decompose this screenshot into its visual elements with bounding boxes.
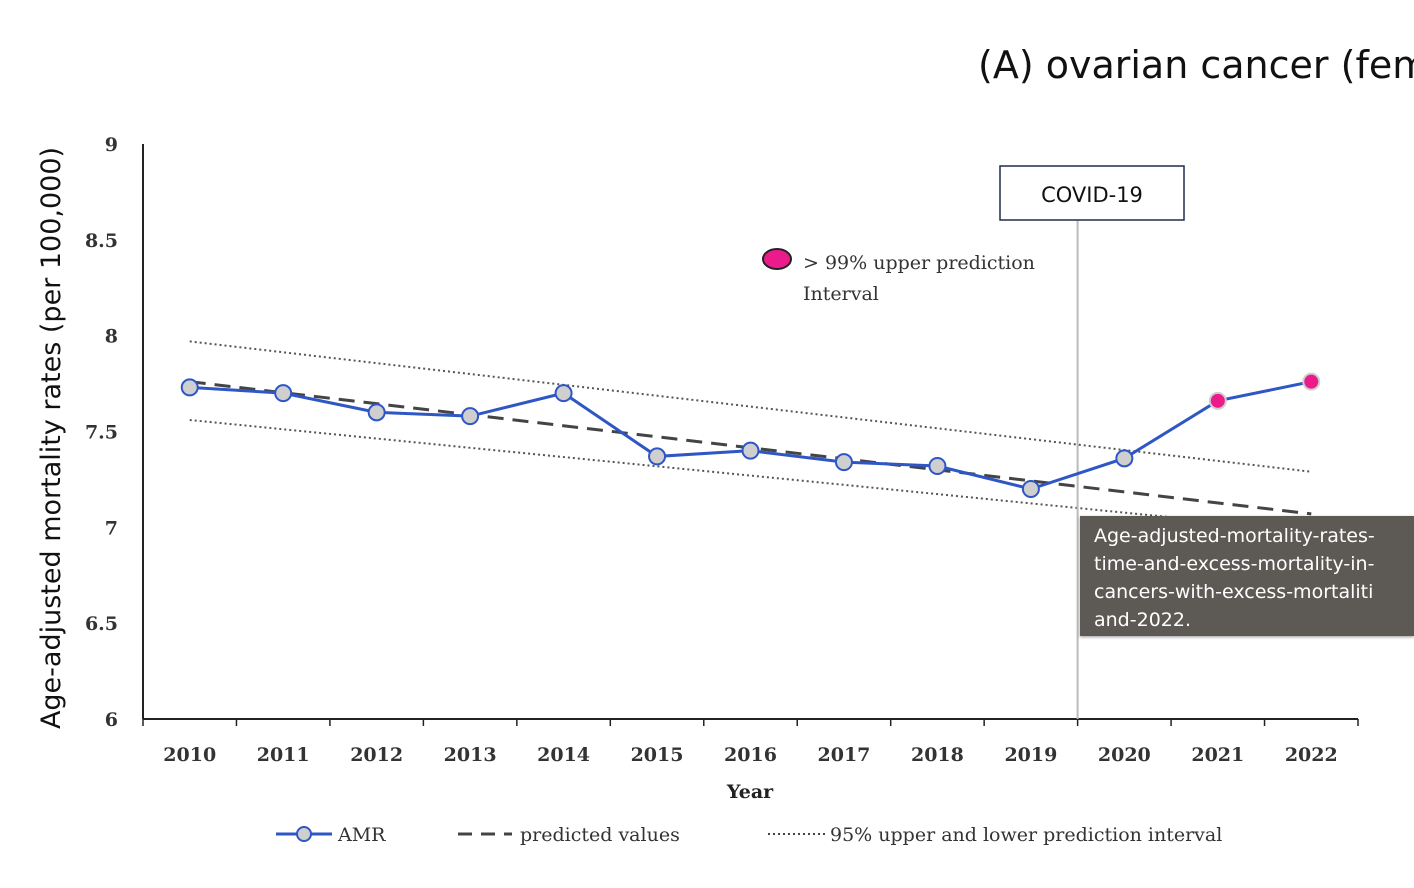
y-tick-label-5: 8.5: [85, 230, 118, 252]
x-tick-label-9: 2019: [1004, 744, 1057, 766]
tooltip-line-3: cancers-with-excess-mortaliti: [1094, 581, 1374, 603]
tooltip-line-1: Age-adjusted-mortality-rates-: [1094, 525, 1375, 547]
x-axis-label: Year: [726, 781, 774, 803]
prediction-interval-lines: [189, 340, 1312, 533]
y-tick-label-6: 9: [105, 134, 118, 156]
chart-title: (A) ovarian cancer (fem: [978, 43, 1414, 87]
x-tick-label-11: 2021: [1191, 744, 1244, 766]
tooltip-line-4: and-2022.: [1094, 609, 1191, 631]
legend-predicted-label: predicted values: [520, 824, 680, 846]
x-tick-label-8: 2018: [911, 744, 964, 766]
x-tick-label-2: 2012: [350, 744, 403, 766]
x-tick-label-12: 2022: [1285, 744, 1338, 766]
x-tick-label-5: 2015: [631, 744, 684, 766]
lower-prediction-line: [189, 419, 1312, 533]
y-tick-label-1: 6.5: [85, 613, 118, 635]
amr-point-2012: [367, 403, 386, 422]
amr-point-2013: [461, 407, 480, 426]
y-tick-label-0: 6: [105, 709, 118, 731]
amr-point-2018: [928, 457, 947, 475]
amr-point-2017: [834, 453, 853, 472]
x-tick-label-1: 2011: [257, 744, 310, 766]
legend-interval-label: 95% upper and lower prediction interval: [830, 824, 1222, 846]
x-tick-label-10: 2020: [1098, 744, 1151, 766]
x-tick-label-7: 2017: [818, 744, 871, 766]
legend-amr-swatch-marker: [296, 826, 312, 842]
amr-point-2020: [1115, 449, 1134, 468]
y-ticks: 6 6.5 7 7.5 8 8.5 9: [85, 134, 118, 731]
x-tick-label-6: 2016: [724, 744, 777, 766]
amr-point-2021: [1208, 391, 1227, 410]
amr-point-2014: [554, 384, 573, 403]
amr-point-2010: [180, 378, 199, 397]
tooltip: Age-adjusted-mortality-rates- time-and-e…: [1080, 516, 1414, 636]
amr-line: [189, 380, 1312, 491]
amr-point-2015: [648, 447, 667, 466]
legend-amr-label: AMR: [337, 824, 386, 846]
amr-point-2019: [1021, 480, 1040, 498]
amr-point-2011: [274, 384, 293, 403]
highlight-legend-line2: Interval: [803, 283, 879, 305]
amr-point-2022: [1302, 372, 1321, 391]
x-tick-label-4: 2014: [537, 744, 590, 766]
amr-point-2016: [741, 441, 760, 460]
legend: AMR predicted values 95% upper and lower…: [276, 824, 1222, 846]
y-tick-label-4: 8: [105, 326, 118, 348]
axes: [142, 144, 1358, 720]
x-ticks: 2010 2011 2012 2013 2014 2015 2016 2017 2018 2019…: [142, 719, 1359, 766]
tooltip-line-2: time-and-excess-mortality-in-: [1094, 553, 1375, 575]
y-tick-label-3: 7.5: [85, 422, 118, 444]
covid-label: COVID-19: [1041, 183, 1143, 207]
highlight-legend-marker: [762, 248, 792, 270]
y-tick-label-2: 7: [105, 517, 118, 539]
x-tick-label-0: 2010: [163, 744, 216, 766]
amr-series: [180, 372, 1321, 498]
covid-label-box: [999, 165, 1185, 221]
highlight-legend-line1: > 99% upper prediction: [803, 252, 1035, 274]
x-tick-label-3: 2013: [444, 744, 497, 766]
y-axis-label: Age-adjusted mortality rates (per 100,00…: [36, 147, 67, 729]
